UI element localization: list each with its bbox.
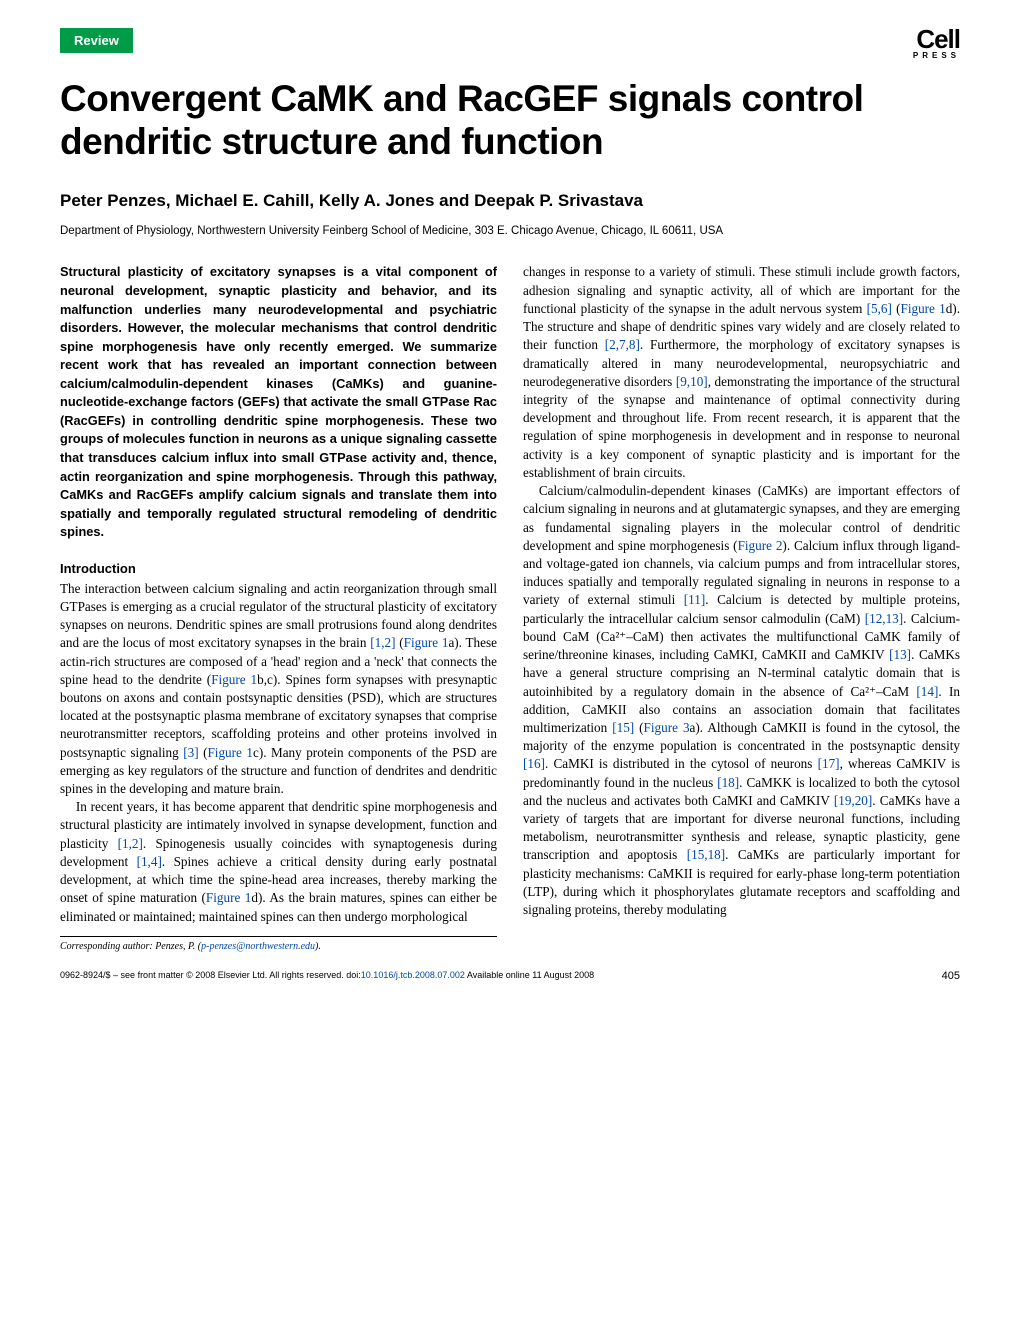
figure-link[interactable]: Figure 1 <box>206 890 251 905</box>
text: ( <box>634 720 643 735</box>
page-number: 405 <box>942 970 960 982</box>
citation-link[interactable]: [12,13] <box>865 611 903 626</box>
corresponding-name: Penzes, P. ( <box>153 941 201 952</box>
intro-para-2: In recent years, it has become apparent … <box>60 798 497 926</box>
logo-main: Cell <box>913 28 960 51</box>
header-row: Review Cell PRESS <box>60 28 960 60</box>
section-heading-introduction: Introduction <box>60 560 497 578</box>
figure-link[interactable]: Figure 1 <box>207 745 253 760</box>
corresponding-author-note: Corresponding author: Penzes, P. (p-penz… <box>60 936 497 954</box>
body-para-1: changes in response to a variety of stim… <box>523 263 960 482</box>
figure-link[interactable]: Figure 1 <box>211 672 257 687</box>
logo-sub: PRESS <box>913 51 960 60</box>
text: , demonstrating the importance of the st… <box>523 374 960 480</box>
citation-link[interactable]: [13] <box>889 647 911 662</box>
citation-link[interactable]: [15,18] <box>687 847 725 862</box>
citation-link[interactable]: [14] <box>916 684 938 699</box>
footer-left: 0962-8924/$ – see front matter © 2008 El… <box>60 970 594 982</box>
left-column: Structural plasticity of excitatory syna… <box>60 263 497 953</box>
text: ( <box>395 635 403 650</box>
abstract-block: Structural plasticity of excitatory syna… <box>60 263 497 541</box>
copyright-text: 0962-8924/$ – see front matter © 2008 El… <box>60 970 361 980</box>
right-column: changes in response to a variety of stim… <box>523 263 960 953</box>
text: . CaMKI is distributed in the cytosol of… <box>545 756 818 771</box>
body-para-2: Calcium/calmodulin-dependent kinases (Ca… <box>523 482 960 919</box>
intro-para-1: The interaction between calcium signalin… <box>60 580 497 799</box>
figure-link[interactable]: Figure 1 <box>404 635 449 650</box>
online-date: Available online 11 August 2008 <box>465 970 594 980</box>
corresponding-label: Corresponding author: <box>60 941 153 952</box>
publisher-logo: Cell PRESS <box>913 28 960 60</box>
citation-link[interactable]: [5,6] <box>867 301 892 316</box>
affiliation-line: Department of Physiology, Northwestern U… <box>60 225 960 237</box>
citation-link[interactable]: [9,10] <box>676 374 708 389</box>
citation-link[interactable]: [15] <box>612 720 634 735</box>
text: ). <box>315 941 321 952</box>
figure-link[interactable]: Figure 2 <box>738 538 783 553</box>
citation-link[interactable]: [19,20] <box>834 793 872 808</box>
doi-link[interactable]: 10.1016/j.tcb.2008.07.002 <box>361 970 465 980</box>
citation-link[interactable]: [1,2] <box>118 836 143 851</box>
citation-link[interactable]: [11] <box>684 592 705 607</box>
page-footer: 0962-8924/$ – see front matter © 2008 El… <box>60 970 960 982</box>
article-title: Convergent CaMK and RacGEF signals contr… <box>60 78 960 163</box>
citation-link[interactable]: [1,2] <box>370 635 395 650</box>
citation-link[interactable]: [17] <box>818 756 840 771</box>
citation-link[interactable]: [2,7,8] <box>605 337 640 352</box>
citation-link[interactable]: [1,4] <box>137 854 162 869</box>
figure-link[interactable]: Figure 1 <box>900 301 945 316</box>
citation-link[interactable]: [3] <box>183 745 198 760</box>
authors-line: Peter Penzes, Michael E. Cahill, Kelly A… <box>60 191 960 211</box>
review-badge: Review <box>60 28 133 53</box>
citation-link[interactable]: [18] <box>717 775 739 790</box>
two-column-body: Structural plasticity of excitatory syna… <box>60 263 960 953</box>
figure-link[interactable]: Figure 3 <box>644 720 690 735</box>
citation-link[interactable]: [16] <box>523 756 545 771</box>
corresponding-email-link[interactable]: p-penzes@northwestern.edu <box>201 941 315 952</box>
